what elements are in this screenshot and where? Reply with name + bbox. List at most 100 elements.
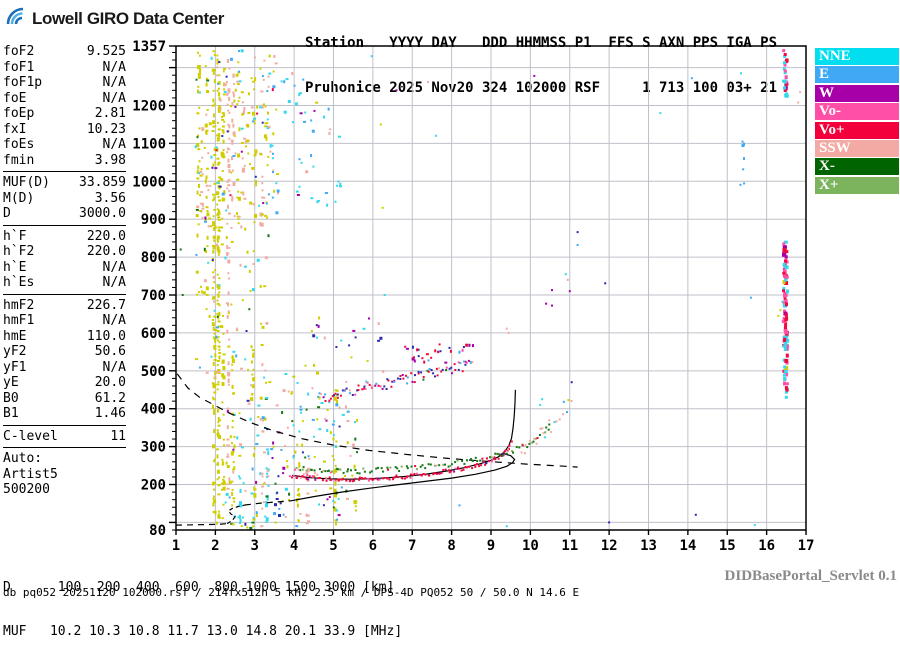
param-label: foEp [3,106,35,121]
fitted-trace-curve [292,389,516,480]
x-tick-label: 14 [679,538,696,554]
param-value: N/A [102,259,126,275]
trace-points [288,359,573,483]
param-row-foep: foEp 2.81 [3,106,126,122]
x-tick-label: 13 [640,538,657,554]
y-tick-label: 500 [141,364,166,380]
param-label: MUF(D) [3,175,50,190]
legend-item-x: X+ [815,176,899,194]
param-row-hme: hmE 110.0 [3,329,126,345]
param-row-fmin: fmin 3.98 [3,153,126,169]
param-section: hmF2 226.7 hmF1 N/A hmE 110.0 yF2 50.6 yF1 N/A yE 2… [3,298,126,426]
param-label: Auto: [3,451,43,466]
legend-item-e: E [815,66,899,84]
param-label: foF1p [3,75,43,90]
x-tick-label: 10 [522,538,539,554]
station-header-values: Pruhonice 2025 Nov20 324 102000 RSF 1 71… [305,80,778,96]
second-hop-trace [317,359,474,402]
signal-arcs-icon [6,4,28,33]
param-row-fxi: fxI 10.23 [3,122,126,138]
param-row-md: M(D) 3.56 [3,191,126,207]
legend-item-vo: Vo+ [815,121,899,139]
param-label: h`F [3,228,27,244]
param-label: fxI [3,121,27,137]
param-value: 61.2 [94,390,126,406]
y-tick-label: 80 [149,523,166,539]
profile-solid [290,452,516,502]
legend-item-x: X- [815,158,899,176]
param-section: C-level 11 [3,429,126,448]
param-value: 1.46 [94,406,126,421]
legend-item-nne: NNE [815,48,899,65]
grid [176,46,806,530]
param-row-d: D 3000.0 [3,206,126,222]
profile-valley-dashed [226,504,246,525]
param-label: 500200 [3,482,50,497]
ionogram-plot: 1357120011001000900800700600500400300200… [132,39,815,554]
muf-row: MUF 10.2 10.3 10.8 11.7 13.0 14.8 20.1 3… [3,623,403,639]
profile-bottom-dashed [176,523,228,526]
param-label: foF2 [3,44,35,59]
param-value: 33.859 [79,175,126,190]
param-row-artist5: Artist5 [3,467,126,483]
param-row-mufd: MUF(D) 33.859 [3,175,126,191]
o-trace [291,440,513,483]
param-label: h`E [3,259,27,275]
param-value: 110.0 [86,328,126,344]
param-row-clevel: C-level 11 [3,429,126,445]
x-tick-label: 9 [487,538,495,554]
param-value: 220.0 [86,244,126,259]
param-row-yf2: yF2 50.6 [3,344,126,360]
param-label: yF1 [3,359,27,375]
x-tick-label: 3 [251,538,259,554]
echo-noise-points [179,49,802,530]
param-label: hmE [3,328,27,344]
param-value: N/A [102,90,126,106]
x-tick-label: 11 [561,538,578,554]
d-row: D 100 200 400 600 800 1000 1500 3000 [km… [3,580,395,595]
x-tick-label: 5 [329,538,337,554]
y-tick-label: 1000 [132,174,166,190]
y-tick-label: 400 [141,402,166,418]
y-tick-label: 1100 [132,136,166,152]
param-value: 11 [110,428,126,444]
param-value: 9.525 [86,44,126,59]
param-row-b0: B0 61.2 [3,391,126,407]
param-row-yf1: yF1 N/A [3,360,126,376]
param-row-auto: Auto: [3,451,126,467]
y-tick-label: 700 [141,288,166,304]
x-tick-label: 12 [601,538,618,554]
param-section: MUF(D) 33.859 M(D) 3.56 D 3000.0 [3,175,126,226]
param-value: 3.56 [94,190,126,206]
param-value: 50.6 [94,344,126,359]
param-row-he: h`E N/A [3,260,126,276]
param-label: h`F2 [3,244,35,259]
x-tick-label: 4 [290,538,298,554]
profile-rise-dashed [244,500,292,506]
y-tick-label: 800 [141,250,166,266]
param-value: N/A [102,75,126,90]
o-tail [520,399,573,455]
param-row-fof1p: foF1p N/A [3,75,126,91]
param-label: yF2 [3,344,27,359]
param-row-foes: foEs N/A [3,137,126,153]
param-label: h`Es [3,275,35,290]
y-tick-label: 600 [141,326,166,342]
param-label: foF1 [3,59,35,75]
x-tick-label: 1 [172,538,180,554]
param-value: N/A [102,275,126,290]
param-value: N/A [102,313,126,328]
param-row-foe: foE N/A [3,91,126,107]
muf-transmission-curve [176,373,578,468]
x-trace [295,423,551,475]
param-value: 2.81 [94,106,126,121]
param-label: foEs [3,137,35,152]
param-section: h`F 220.0 h`F2 220.0 h`E N/A h`Es N/A [3,229,126,295]
param-row-ye: yE 20.0 [3,375,126,391]
x-tick-label: 8 [447,538,455,554]
x-tick-label: 17 [798,538,815,554]
param-section: Auto: Artist5 500200 [3,451,126,498]
x-tick-label: 2 [211,538,219,554]
param-row-fof1: foF1 N/A [3,60,126,76]
ionogram-parameter-panel: foF2 9.525 foF1 N/A foF1p N/A foE N/A foEp 2.81 fx… [3,44,126,498]
